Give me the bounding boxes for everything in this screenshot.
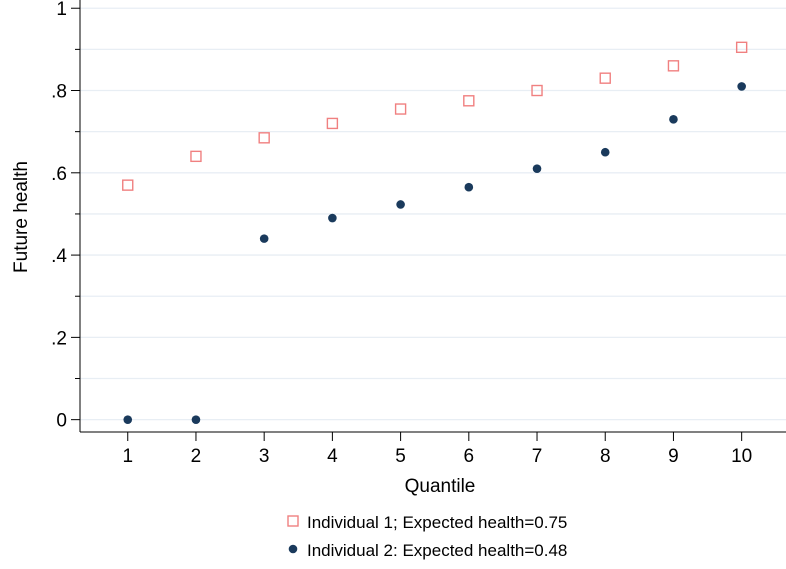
data-point-series-2 — [600, 147, 610, 157]
data-point-series-1 — [735, 41, 748, 54]
y-tick-label: 0 — [56, 411, 67, 432]
data-point-series-1 — [122, 179, 134, 191]
legend-marker-1 — [287, 515, 299, 527]
x-axis-title: Quantile — [405, 476, 476, 497]
axis-layer: 0 .2 .4 .6 .8 1 1 2 3 4 5 6 7 8 9 10 — [51, 0, 786, 467]
data-point-series-2 — [396, 200, 405, 209]
y-tick-label: .2 — [51, 328, 67, 349]
x-tick-label: 6 — [464, 446, 475, 467]
legend: Individual 1; Expected health=0.75 Indivi… — [287, 513, 567, 560]
x-tick-label: 7 — [532, 446, 543, 467]
data-point-series-1 — [326, 117, 339, 130]
data-point-series-1 — [190, 150, 202, 163]
y-tick-label: 1 — [56, 0, 67, 20]
data-point-series-1 — [463, 95, 475, 107]
y-axis-title: Future health — [11, 161, 32, 273]
data-point-series-2 — [464, 182, 474, 192]
y-tick-label: .8 — [51, 82, 67, 103]
data-point-series-2 — [532, 164, 542, 173]
x-tick-label: 10 — [731, 446, 752, 467]
x-tick-label: 5 — [395, 446, 406, 467]
data-point-series-1 — [258, 132, 270, 144]
x-tick-label: 9 — [668, 446, 679, 467]
y-tick-label: .4 — [51, 246, 67, 267]
data-point-series-1 — [599, 72, 611, 84]
legend-marker-2 — [288, 544, 298, 554]
data-point-series-2 — [259, 234, 269, 243]
x-tick-label: 4 — [327, 446, 338, 467]
legend-label-1: Individual 1; Expected health=0.75 — [307, 513, 567, 532]
data-point-series-2 — [669, 115, 678, 124]
data-point-series-2 — [123, 415, 133, 424]
marks-layer — [122, 41, 748, 424]
data-point-series-1 — [667, 60, 680, 72]
data-point-series-1 — [394, 103, 407, 115]
data-point-series-2 — [328, 213, 337, 223]
y-tick-label: .6 — [51, 164, 67, 185]
x-tick-label: 1 — [122, 446, 133, 467]
x-tick-label: 2 — [191, 446, 202, 467]
data-point-series-2 — [737, 82, 746, 91]
legend-label-2: Individual 2: Expected health=0.48 — [307, 541, 567, 560]
data-point-series-1 — [531, 84, 543, 97]
x-tick-label: 8 — [600, 446, 611, 467]
x-tick-label: 3 — [259, 446, 270, 467]
data-point-series-2 — [191, 415, 201, 424]
grid-layer — [80, 7, 786, 421]
